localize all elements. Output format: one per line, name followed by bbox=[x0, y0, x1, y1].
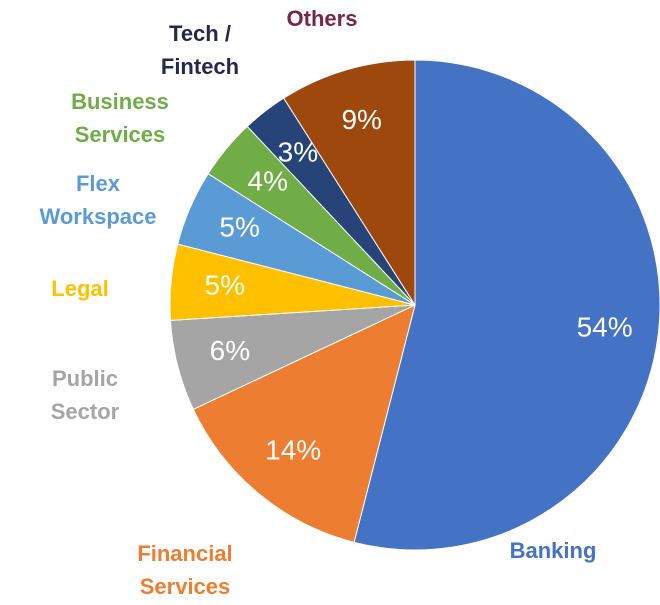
category-label: Financial bbox=[137, 541, 232, 566]
value-label: 4% bbox=[248, 166, 288, 197]
value-label: 6% bbox=[210, 335, 250, 366]
category-label: Legal bbox=[51, 276, 108, 301]
category-label: Sector bbox=[51, 399, 120, 424]
category-label: Public bbox=[52, 366, 118, 391]
value-label: 54% bbox=[577, 311, 633, 342]
category-label: Services bbox=[140, 574, 231, 599]
category-label: Others bbox=[287, 6, 358, 31]
category-label: Workspace bbox=[40, 204, 157, 229]
value-label: 5% bbox=[219, 211, 259, 242]
value-label: 9% bbox=[341, 104, 381, 135]
category-label: Flex bbox=[76, 171, 121, 196]
value-label: 14% bbox=[265, 435, 321, 466]
pie-slice bbox=[283, 59, 416, 307]
category-label: Banking bbox=[510, 538, 597, 563]
category-label: Fintech bbox=[161, 54, 239, 79]
category-label: Tech / bbox=[169, 21, 231, 46]
pie-slice bbox=[353, 59, 660, 551]
value-label: 5% bbox=[205, 269, 245, 300]
pie-slice bbox=[192, 304, 416, 543]
category-label: Services bbox=[75, 122, 166, 147]
category-label: Business bbox=[71, 89, 169, 114]
